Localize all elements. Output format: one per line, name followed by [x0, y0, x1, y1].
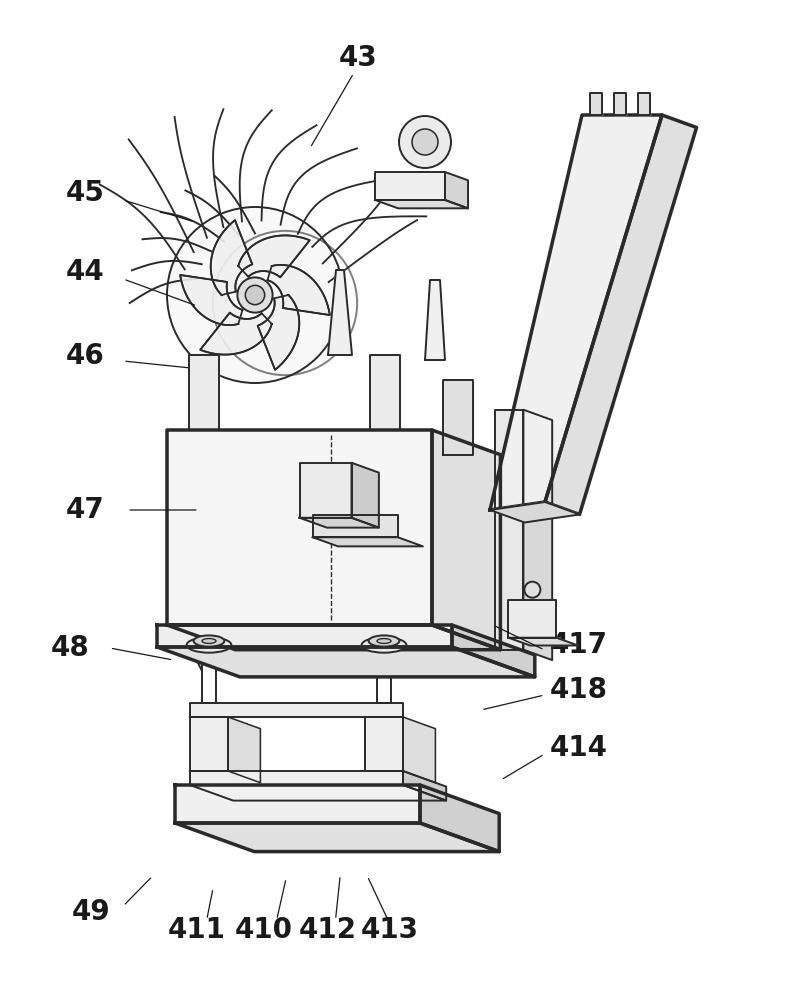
Polygon shape — [258, 295, 299, 370]
Polygon shape — [238, 235, 310, 277]
Text: 47: 47 — [66, 496, 104, 524]
Polygon shape — [200, 313, 272, 355]
Circle shape — [246, 285, 265, 305]
Polygon shape — [523, 410, 553, 660]
Polygon shape — [167, 430, 432, 625]
Polygon shape — [375, 200, 468, 208]
Polygon shape — [190, 785, 446, 801]
Polygon shape — [175, 785, 420, 823]
Ellipse shape — [369, 635, 399, 647]
Polygon shape — [190, 703, 403, 717]
Polygon shape — [403, 771, 446, 801]
Circle shape — [399, 116, 451, 168]
Text: 410: 410 — [235, 916, 293, 944]
Polygon shape — [638, 93, 650, 115]
Polygon shape — [300, 518, 379, 528]
Polygon shape — [590, 93, 602, 115]
Polygon shape — [490, 502, 580, 522]
Ellipse shape — [377, 639, 391, 643]
Ellipse shape — [362, 637, 406, 653]
Polygon shape — [375, 172, 445, 200]
Polygon shape — [190, 771, 403, 785]
Polygon shape — [175, 823, 499, 852]
Polygon shape — [614, 93, 626, 115]
Polygon shape — [444, 380, 473, 455]
Circle shape — [525, 582, 541, 598]
Polygon shape — [545, 115, 696, 514]
Polygon shape — [495, 410, 523, 650]
Polygon shape — [452, 625, 535, 677]
Polygon shape — [351, 463, 379, 528]
Text: 44: 44 — [66, 258, 104, 286]
Ellipse shape — [194, 635, 224, 647]
Text: 49: 49 — [72, 898, 111, 926]
Polygon shape — [508, 600, 556, 638]
Circle shape — [412, 129, 438, 155]
Polygon shape — [490, 115, 662, 510]
Polygon shape — [211, 220, 252, 295]
Ellipse shape — [187, 637, 231, 653]
Polygon shape — [328, 270, 352, 355]
Text: 417: 417 — [550, 631, 607, 659]
Polygon shape — [370, 355, 400, 430]
Polygon shape — [189, 355, 219, 430]
Polygon shape — [365, 717, 403, 771]
Polygon shape — [190, 717, 228, 771]
Polygon shape — [228, 717, 261, 783]
Circle shape — [167, 207, 343, 383]
Text: 48: 48 — [51, 634, 89, 662]
Polygon shape — [420, 785, 499, 852]
Polygon shape — [508, 638, 578, 646]
Polygon shape — [180, 275, 242, 325]
Ellipse shape — [202, 639, 216, 643]
Polygon shape — [267, 265, 330, 315]
Text: 411: 411 — [169, 916, 226, 944]
Polygon shape — [157, 647, 535, 677]
Polygon shape — [312, 537, 423, 546]
Polygon shape — [425, 280, 445, 360]
Text: 45: 45 — [66, 179, 104, 207]
Polygon shape — [445, 172, 468, 208]
Polygon shape — [403, 717, 436, 783]
Text: 418: 418 — [550, 676, 607, 704]
Text: 413: 413 — [361, 916, 418, 944]
Polygon shape — [157, 625, 452, 647]
Circle shape — [238, 277, 273, 313]
Text: 414: 414 — [550, 734, 607, 762]
Text: 43: 43 — [339, 44, 377, 72]
Text: 46: 46 — [66, 342, 104, 370]
Polygon shape — [167, 625, 500, 650]
Text: 412: 412 — [299, 916, 356, 944]
Polygon shape — [432, 430, 500, 650]
Polygon shape — [300, 463, 351, 518]
Polygon shape — [312, 515, 398, 537]
